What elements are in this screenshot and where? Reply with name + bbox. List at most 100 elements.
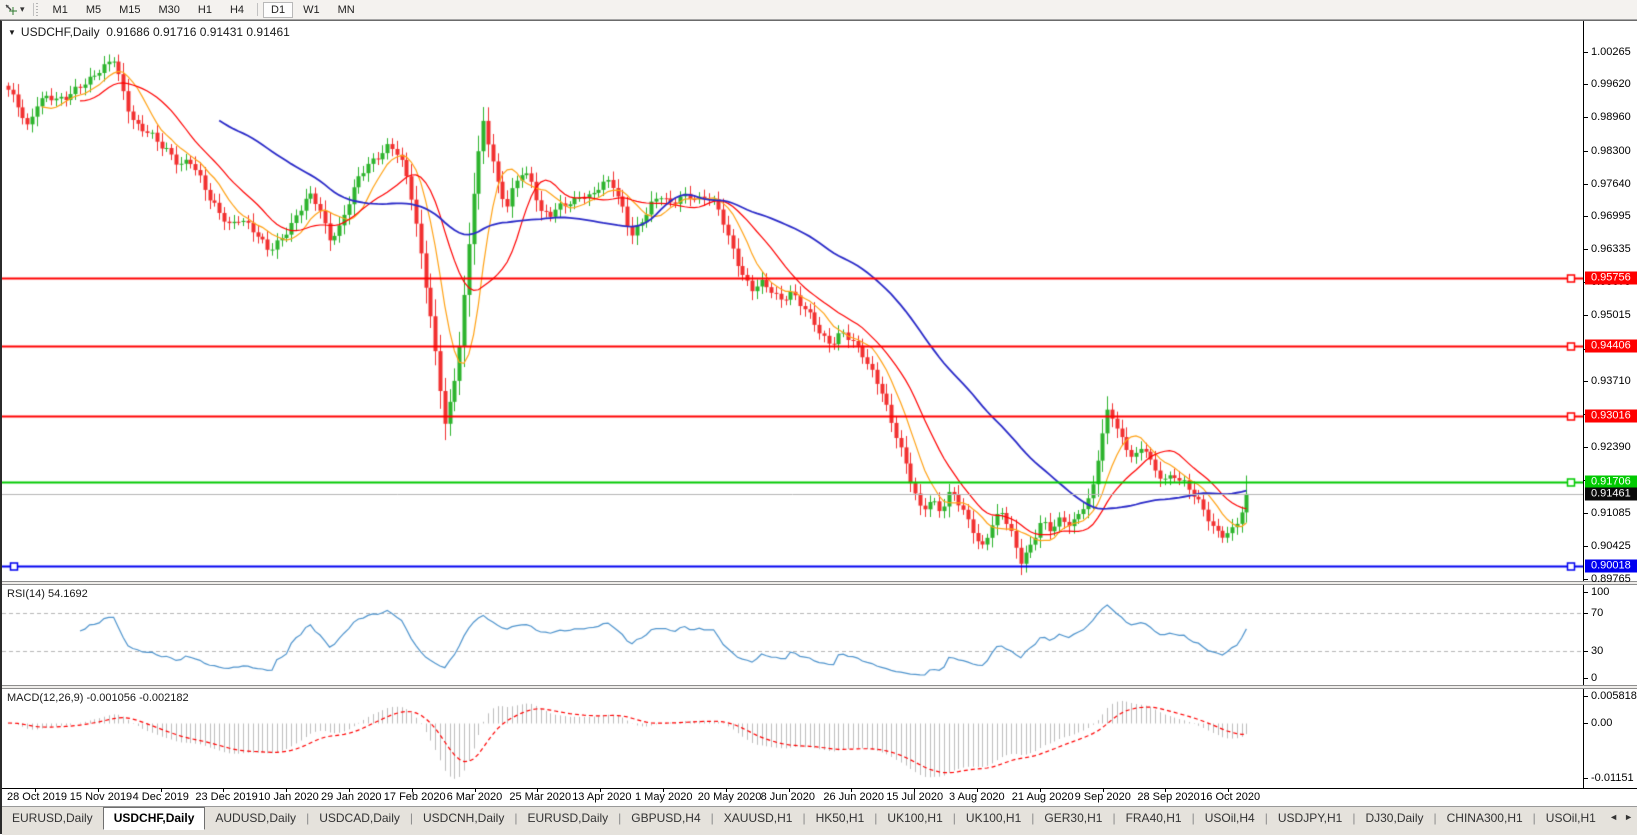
macd-label: MACD(12,26,9) -0.001056 -0.002182 xyxy=(7,692,189,704)
price-tick-label: 0.98960 xyxy=(1591,111,1631,124)
cursor-tool-button[interactable]: ▾ xyxy=(0,3,31,16)
date-tick-mark xyxy=(97,789,99,792)
rsi-label: RSI(14) 54.1692 xyxy=(7,588,88,600)
timeframe-button-h4[interactable]: H4 xyxy=(229,3,245,16)
price-tick-label: 0.90425 xyxy=(1591,539,1631,552)
date-tick-mark xyxy=(223,789,225,792)
price-level-label: 0.91706 xyxy=(1585,475,1637,489)
chart-tab-xauusd-h1[interactable]: XAUUSD,H1 xyxy=(723,811,793,825)
tab-scroll-right-icon[interactable]: ► xyxy=(1624,812,1633,822)
tab-separator: | xyxy=(874,811,878,825)
price-level-label: 0.94406 xyxy=(1585,339,1637,353)
date-tick-mark xyxy=(851,789,853,792)
current-price-label: 0.91461 xyxy=(1585,487,1637,501)
chart-tab-usoil-h1[interactable]: USOil,H1 xyxy=(1545,811,1596,825)
chart-tab-usdjpy-h1[interactable]: USDJPY,H1 xyxy=(1277,811,1343,825)
chart-tab-uk100-h1[interactable]: UK100,H1 xyxy=(965,811,1022,825)
panel-splitter[interactable] xyxy=(2,581,1637,585)
tab-separator: | xyxy=(802,811,806,825)
chevron-down-icon[interactable]: ▾ xyxy=(20,4,25,14)
rsi-chart-canvas[interactable] xyxy=(2,585,1583,685)
tab-separator: | xyxy=(1191,811,1195,825)
timeframe-button-w1[interactable]: W1 xyxy=(303,3,320,16)
price-tick-label: 0.96995 xyxy=(1591,210,1631,223)
timeframe-button-h1[interactable]: H1 xyxy=(197,3,212,16)
macd-tick-label: 0.00 xyxy=(1591,717,1613,729)
collapse-triangle-icon[interactable]: ▼ xyxy=(8,28,16,37)
price-chart-canvas[interactable] xyxy=(2,21,1583,581)
date-tick-mark xyxy=(977,789,978,792)
chart-tab-usoil-h4[interactable]: USOil,H4 xyxy=(1204,811,1255,825)
chart-tab-eurusd-daily[interactable]: EURUSD,Daily xyxy=(527,811,609,825)
price-tick-mark xyxy=(1584,84,1588,85)
price-tick-label: 0.96335 xyxy=(1591,243,1631,256)
chart-tab-ger30-h1[interactable]: GER30,H1 xyxy=(1044,811,1103,825)
date-tick-mark xyxy=(1039,789,1041,792)
tab-separator: | xyxy=(710,811,714,825)
timeframe-button-d1[interactable]: D1 xyxy=(263,1,294,18)
tab-separator: | xyxy=(1352,811,1356,825)
chart-tab-china300-h1[interactable]: CHINA300,H1 xyxy=(1446,811,1523,825)
date-tick-mark xyxy=(1102,789,1104,792)
chart-tab-uk100-h1[interactable]: UK100,H1 xyxy=(887,811,943,825)
date-tick-mark xyxy=(788,789,790,792)
macd-chart-canvas[interactable] xyxy=(2,689,1583,788)
date-tick-mark xyxy=(725,789,727,792)
date-tick-mark xyxy=(35,789,36,792)
price-level-label: 0.93016 xyxy=(1585,409,1637,423)
price-tick-mark xyxy=(1584,117,1588,118)
chart-tab-audusd-daily[interactable]: AUDUSD,Daily xyxy=(215,811,297,825)
price-tick-label: 0.91085 xyxy=(1591,506,1631,519)
rsi-panel: RSI(14) 54.1692 100 70 30 0 xyxy=(2,585,1637,685)
macd-tick-mark xyxy=(1584,696,1588,697)
top-toolbar: ▾ M1 M5 M15 M30 H1 H4 D1 W1 MN xyxy=(0,0,1637,20)
rsi-tick-mark xyxy=(1584,613,1588,614)
timeframe-button-mn[interactable]: MN xyxy=(337,3,355,16)
date-label: 25 Mar 2020 xyxy=(509,791,572,803)
timeframe-button-m15[interactable]: M15 xyxy=(119,3,141,16)
chart-tab-usdcad-daily[interactable]: USDCAD,Daily xyxy=(319,811,400,825)
date-label: 29 Jan 2020 xyxy=(321,791,382,803)
date-label: 10 Jan 2020 xyxy=(258,791,319,803)
chart-tab-fra40-h1[interactable]: FRA40,H1 xyxy=(1125,811,1182,825)
toolbar-separator xyxy=(257,3,259,16)
tab-scroll-left-icon[interactable]: ◄ xyxy=(1609,812,1619,822)
chart-tab-hk50-h1[interactable]: HK50,H1 xyxy=(815,811,865,825)
date-tick-mark xyxy=(914,789,916,792)
date-label: 23 Dec 2019 xyxy=(195,791,258,803)
tab-separator: | xyxy=(306,811,310,825)
crosshair-tool-icon xyxy=(5,4,17,15)
chart-tab-eurusd-daily[interactable]: EURUSD,Daily xyxy=(12,811,93,825)
price-tick-mark xyxy=(1584,315,1588,316)
price-tick-label: 0.92390 xyxy=(1591,441,1631,454)
chart-tab-usdcnh-daily[interactable]: USDCNH,Daily xyxy=(423,811,505,825)
date-label: 15 Nov 2019 xyxy=(69,791,133,803)
timeframe-button-m30[interactable]: M30 xyxy=(158,3,180,16)
macd-panel: MACD(12,26,9) -0.001056 -0.002182 0.0058… xyxy=(2,689,1637,789)
timeframe-button-group: M1 M5 M15 M30 H1 H4 D1 W1 MN xyxy=(44,1,364,18)
date-label: 28 Oct 2019 xyxy=(7,791,67,803)
price-tick-label: 0.99620 xyxy=(1591,78,1631,91)
date-tick-mark xyxy=(349,789,350,792)
chart-tab-usdchf-daily[interactable]: USDCHF,Daily xyxy=(102,807,206,830)
timeframe-button-m5[interactable]: M5 xyxy=(85,3,102,16)
date-label: 1 May 2020 xyxy=(635,791,693,803)
price-panel: ▼ USDCHF,Daily 0.91686 0.91716 0.91431 0.… xyxy=(2,21,1637,585)
price-tick-mark xyxy=(1584,249,1588,250)
date-label: 20 May 2020 xyxy=(697,791,762,803)
macd-tick-label: -0.01151 xyxy=(1591,772,1634,784)
date-label: 13 Apr 2020 xyxy=(572,791,632,803)
date-label: 6 Mar 2020 xyxy=(446,791,503,803)
chart-tab-dj30-daily[interactable]: DJ30,Daily xyxy=(1365,811,1424,825)
tab-separator: | xyxy=(514,811,518,825)
price-tick-mark xyxy=(1584,579,1588,580)
price-tick-label: 0.98300 xyxy=(1591,144,1631,157)
chart-ohlc-values: 0.91686 0.91716 0.91431 0.91461 xyxy=(106,25,290,39)
timeframe-button-m1[interactable]: M1 xyxy=(52,3,68,16)
date-tick-mark xyxy=(286,789,288,792)
panel-splitter[interactable] xyxy=(2,685,1637,689)
chart-tab-gbpusd-h4[interactable]: GBPUSD,H4 xyxy=(631,811,701,825)
date-tick-mark xyxy=(537,789,539,792)
date-tick-mark xyxy=(1228,789,1230,792)
rsi-tick-mark xyxy=(1584,592,1588,593)
